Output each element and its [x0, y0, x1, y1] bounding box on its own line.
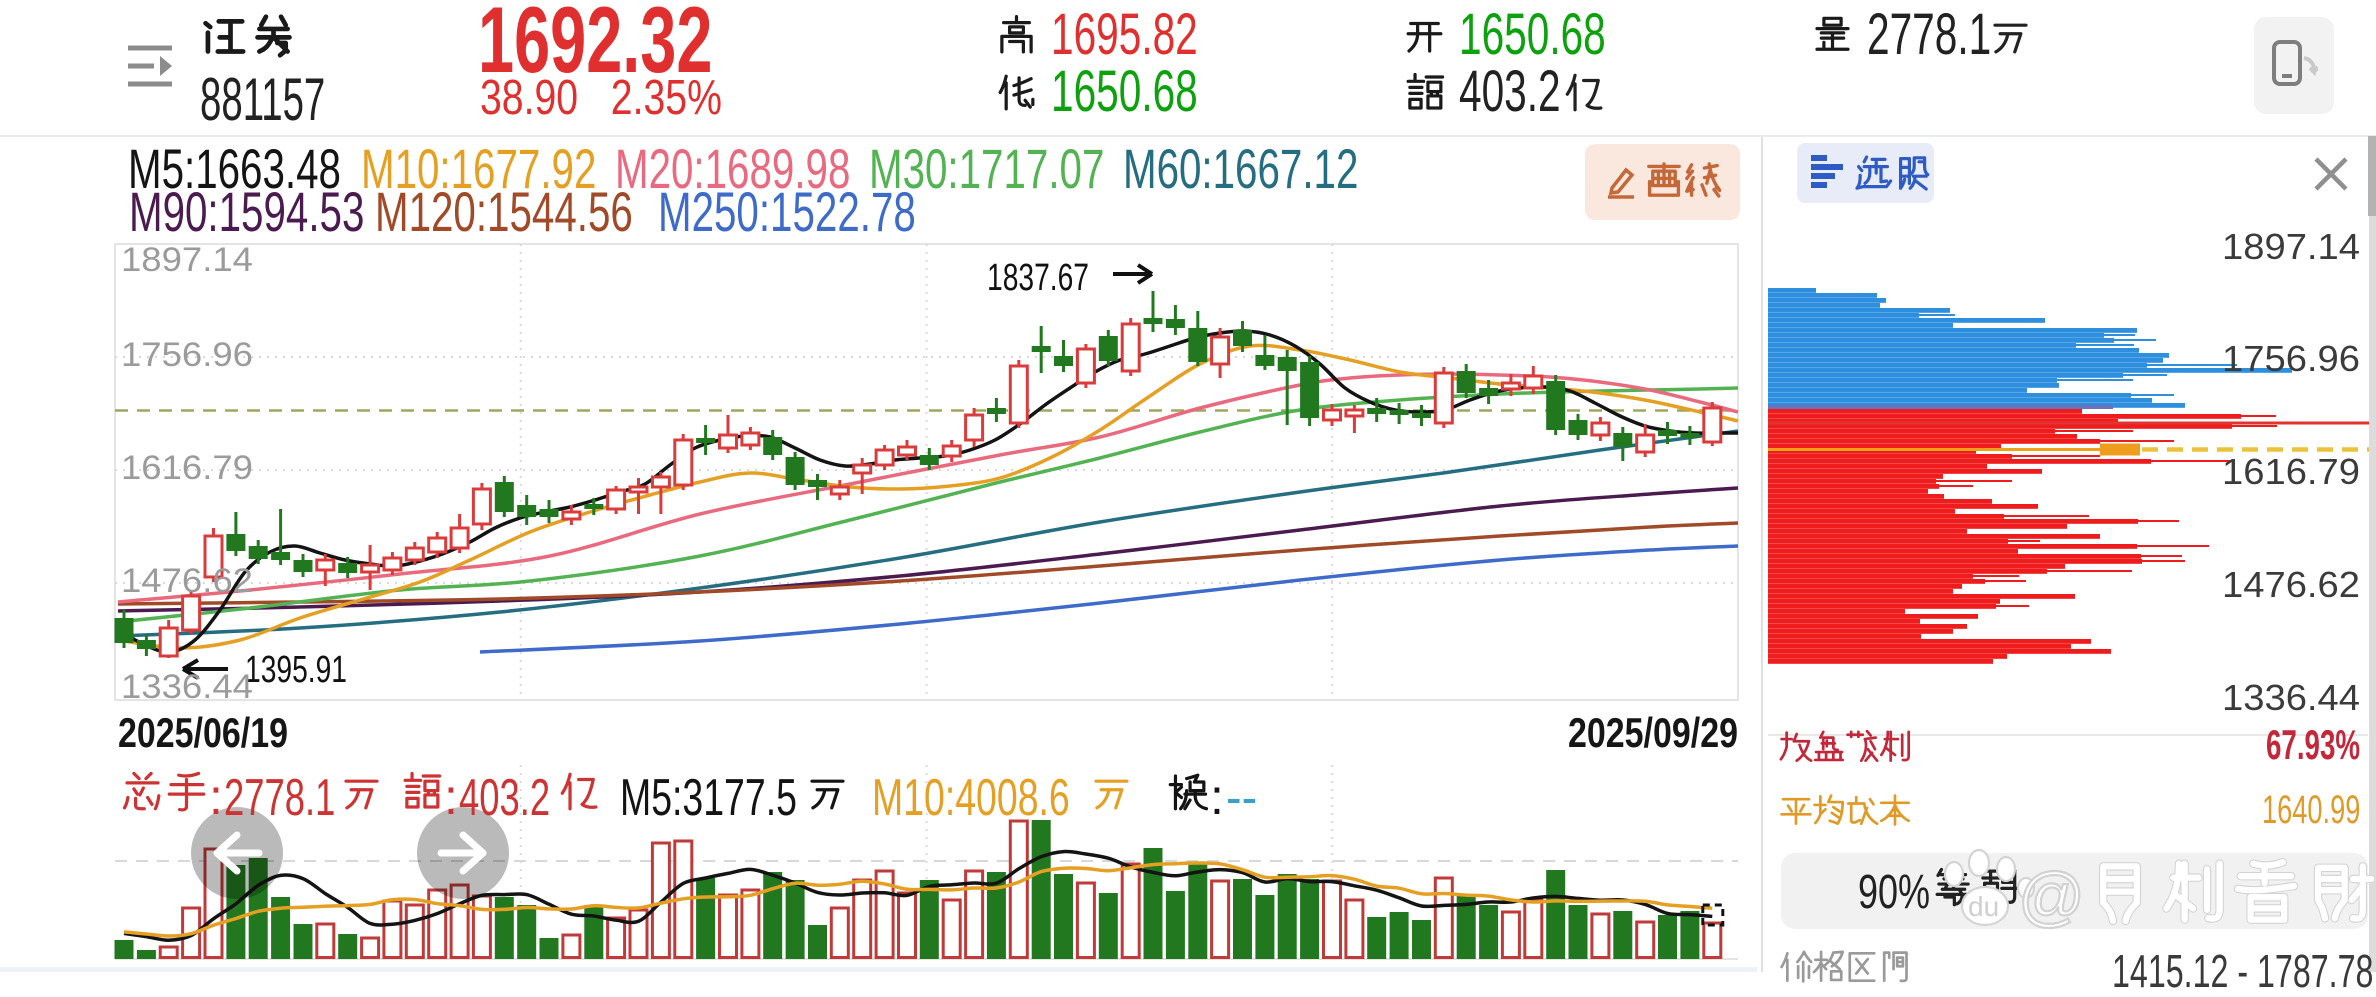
svg-text:1476.62: 1476.62: [121, 562, 253, 600]
svg-text:1837.67: 1837.67: [987, 257, 1089, 299]
svg-text:1756.96: 1756.96: [2222, 338, 2360, 379]
svg-text:1616.79: 1616.79: [2222, 451, 2360, 492]
svg-text:1336.44: 1336.44: [121, 668, 253, 706]
svg-text:1756.96: 1756.96: [121, 336, 253, 374]
svg-text:du: du: [1968, 891, 1999, 922]
svg-text:1336.44: 1336.44: [2222, 677, 2360, 718]
svg-text:1897.14: 1897.14: [121, 241, 253, 279]
svg-text:2025/09/29: 2025/09/29: [1568, 709, 1738, 756]
svg-text:1897.14: 1897.14: [2222, 226, 2360, 267]
svg-text:1395.91: 1395.91: [245, 649, 347, 691]
svg-text:2025/06/19: 2025/06/19: [118, 709, 288, 756]
svg-text:1616.79: 1616.79: [121, 449, 253, 487]
svg-text:1476.62: 1476.62: [2222, 564, 2360, 605]
